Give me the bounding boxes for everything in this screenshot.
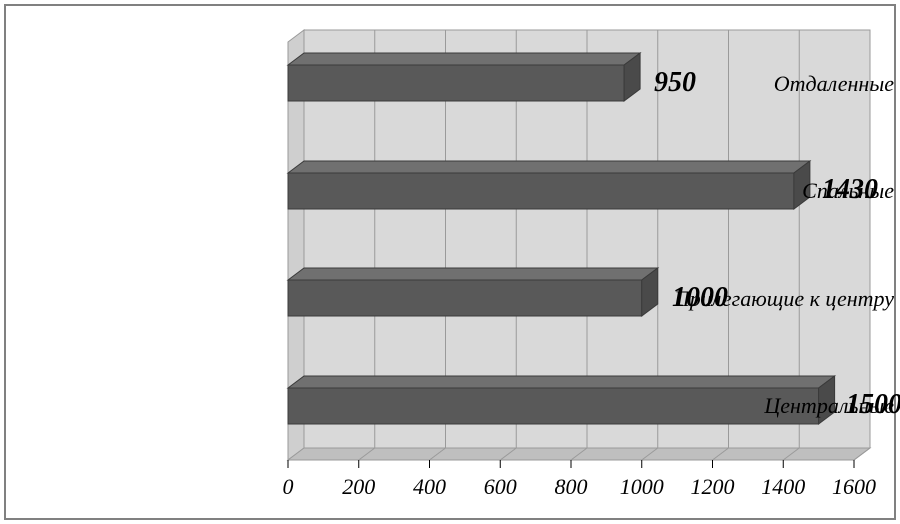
xtick-0: 0 — [283, 474, 294, 500]
xtick-800: 800 — [555, 474, 588, 500]
xtick-1400: 1400 — [761, 474, 805, 500]
ylabel-adjacent: Прилегающие к центру — [624, 286, 894, 312]
xtick-1600: 1600 — [832, 474, 876, 500]
xtick-600: 600 — [484, 474, 517, 500]
value-remote: 950 — [654, 67, 696, 99]
value-adjacent: 1000 — [672, 282, 728, 314]
xtick-200: 200 — [342, 474, 375, 500]
value-central: 1500 — [846, 389, 900, 421]
bar-remote — [288, 53, 658, 113]
xtick-1000: 1000 — [620, 474, 664, 500]
bar-adjacent — [288, 268, 678, 328]
xtick-1200: 1200 — [691, 474, 735, 500]
chart-frame: Отдаленные Спальные Прилегающие к центру… — [4, 4, 896, 520]
value-sleeping: 1430 — [822, 174, 878, 206]
xtick-400: 400 — [413, 474, 446, 500]
